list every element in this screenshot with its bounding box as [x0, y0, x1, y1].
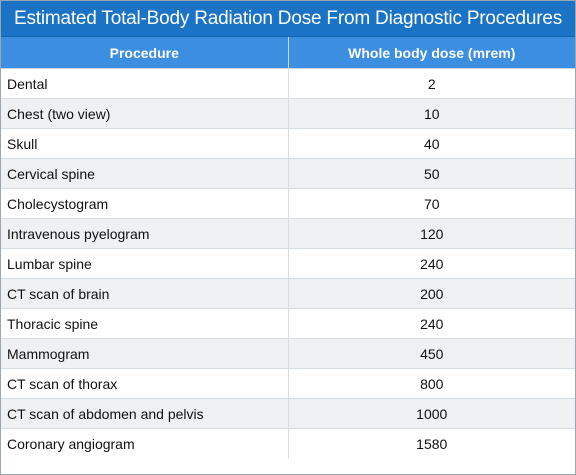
table-row: CT scan of abdomen and pelvis 1000: [1, 398, 575, 429]
dose-cell: 50: [288, 158, 575, 189]
dose-cell: 2: [288, 68, 575, 99]
table-row: Dental 2: [1, 68, 575, 99]
header-row: Procedure Whole body dose (mrem): [1, 37, 575, 69]
procedure-cell: Lumbar spine: [1, 248, 289, 279]
procedure-cell: CT scan of thorax: [1, 368, 289, 399]
table-header: Procedure Whole body dose (mrem): [1, 37, 575, 69]
table-row: Cervical spine 50: [1, 158, 575, 189]
dose-cell: 240: [288, 248, 575, 279]
dose-cell: 200: [288, 278, 575, 309]
table-row: Coronary angiogram 1580: [1, 428, 575, 459]
dose-cell: 70: [288, 188, 575, 219]
procedure-cell: Cervical spine: [1, 158, 289, 189]
procedure-cell: Skull: [1, 128, 289, 159]
table-row: Skull 40: [1, 128, 575, 159]
procedure-cell: CT scan of brain: [1, 278, 289, 309]
table-title: Estimated Total-Body Radiation Dose From…: [1, 1, 575, 37]
column-header-procedure: Procedure: [1, 37, 289, 69]
table-row: CT scan of brain 200: [1, 278, 575, 309]
procedure-cell: Cholecystogram: [1, 188, 289, 219]
table-row: Thoracic spine 240: [1, 308, 575, 339]
dose-cell: 40: [288, 128, 575, 159]
procedure-cell: Dental: [1, 68, 289, 99]
table-row: Lumbar spine 240: [1, 248, 575, 279]
table-row: Chest (two view) 10: [1, 98, 575, 129]
table-row: CT scan of thorax 800: [1, 368, 575, 399]
table-body: Dental 2 Chest (two view) 10 Skull 40 Cervical…: [1, 68, 575, 459]
procedure-cell: Coronary angiogram: [1, 428, 289, 459]
dose-cell: 800: [288, 368, 575, 399]
column-header-dose: Whole body dose (mrem): [288, 37, 575, 69]
table-row: Mammogram 450: [1, 338, 575, 369]
procedure-cell: CT scan of abdomen and pelvis: [1, 398, 289, 429]
procedure-cell: Intravenous pyelogram: [1, 218, 289, 249]
dose-cell: 240: [288, 308, 575, 339]
table-row: Intravenous pyelogram 120: [1, 218, 575, 249]
table-row: Cholecystogram 70: [1, 188, 575, 219]
dose-cell: 450: [288, 338, 575, 369]
dose-cell: 10: [288, 98, 575, 129]
procedure-cell: Thoracic spine: [1, 308, 289, 339]
procedure-cell: Chest (two view): [1, 98, 289, 129]
dose-cell: 1000: [288, 398, 575, 429]
dose-cell: 1580: [288, 428, 575, 459]
procedure-cell: Mammogram: [1, 338, 289, 369]
dose-table: Procedure Whole body dose (mrem) Dental 2…: [1, 37, 575, 459]
dose-cell: 120: [288, 218, 575, 249]
